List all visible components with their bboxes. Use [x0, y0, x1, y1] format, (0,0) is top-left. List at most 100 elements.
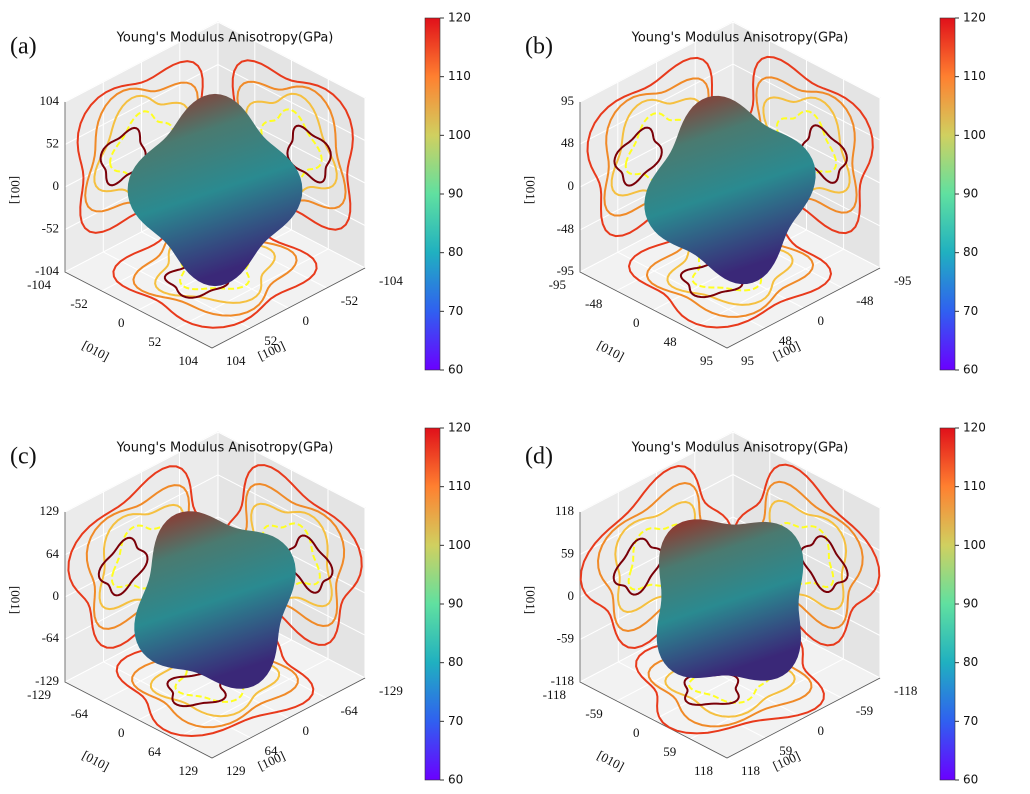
z-tick-label: -104 [35, 263, 59, 278]
colorbar-tick-label: 100 [963, 538, 986, 552]
z-tick-label: -64 [42, 630, 60, 645]
x-tick-label: -52 [341, 293, 358, 308]
z-tick-label: 0 [568, 588, 575, 603]
y-tick-label: 0 [633, 725, 640, 740]
colorbar-tick-label: 110 [963, 69, 986, 83]
y-axis-label: [010] [80, 747, 112, 773]
chart-title: Young's Modulus Anisotropy(GPa) [116, 441, 334, 456]
grid-line [64, 431, 366, 513]
surface [127, 93, 303, 287]
colorbar-tick-label: 60 [963, 363, 978, 377]
panel: -118 -59 0 59 118 -118 -59 0 59 118 -118 -59 0 59 118 [… [523, 421, 986, 787]
colorbar-tick-label: 110 [448, 69, 471, 83]
colorbar-tick-label: 80 [448, 245, 463, 259]
surface [656, 519, 804, 681]
chart-title: Young's Modulus Anisotropy(GPa) [631, 31, 849, 46]
y-tick-label: -129 [27, 687, 51, 702]
colorbar-tick-label: 120 [448, 11, 471, 25]
z-tick-label: 104 [40, 93, 60, 108]
z-tick-label: 64 [46, 546, 60, 561]
colorbar-tick-label: 60 [448, 773, 463, 787]
colorbar-tick-label: 120 [963, 11, 986, 25]
y-tick-label: -64 [71, 706, 89, 721]
z-tick-label: 0 [53, 178, 60, 193]
contour [115, 622, 315, 738]
grid-line [579, 473, 881, 555]
z-tick-label: 118 [555, 503, 574, 518]
colorbar-tick-label: 80 [963, 245, 978, 259]
colorbar-tick-label: 90 [963, 597, 978, 611]
contour [97, 536, 149, 597]
z-axis-label: [001] [523, 586, 538, 614]
colorbar-tick-label: 90 [448, 187, 463, 201]
colorbar [424, 427, 441, 781]
z-tick-label: 0 [568, 178, 575, 193]
x-tick-label: -118 [894, 683, 917, 698]
y-tick-label: -59 [585, 706, 602, 721]
colorbar-tick-label: 60 [963, 773, 978, 787]
colorbar-tick-label: 80 [963, 655, 978, 669]
panel-label: (b) [525, 34, 553, 60]
z-tick-label: 52 [46, 135, 59, 150]
contour [99, 126, 147, 187]
panel: -95 -48 0 48 95 -95 -48 0 48 95 -95 -48 0 48 95 [100] [0… [523, 11, 986, 377]
contour [613, 126, 663, 187]
contour [179, 249, 251, 291]
colorbar-tick-label: 90 [963, 187, 978, 201]
y-tick-label: 0 [633, 315, 640, 330]
colorbar-tick-label: 110 [963, 479, 986, 493]
contour [260, 108, 323, 182]
z-axis-label: [001] [8, 176, 23, 204]
y-tick-label: 64 [148, 744, 162, 759]
x-axis-label: [100] [255, 748, 287, 774]
colorbar [424, 17, 441, 371]
axis-edge [579, 102, 881, 349]
x-tick-label: 118 [741, 763, 760, 778]
colorbar-tick-label: 60 [448, 363, 463, 377]
grid-line [64, 516, 366, 598]
x-tick-label: 129 [226, 763, 246, 778]
y-axis-label: [010] [595, 337, 627, 363]
contour [627, 211, 833, 329]
panel-label: (d) [525, 444, 553, 470]
contour [683, 673, 740, 706]
axis-edge [64, 102, 366, 349]
surface [644, 95, 816, 285]
x-tick-label: 0 [303, 723, 310, 738]
x-axis-label: [100] [770, 748, 802, 774]
y-tick-label: -52 [70, 296, 87, 311]
z-tick-label: -52 [42, 220, 59, 235]
contour [755, 76, 858, 214]
contour [112, 211, 318, 329]
z-tick-label: 95 [561, 93, 574, 108]
contour [579, 464, 734, 650]
z-axis-label: [001] [8, 586, 23, 614]
y-axis-label: [010] [595, 747, 627, 773]
colorbar-tick-label: 70 [963, 304, 978, 318]
y-axis-label: [010] [80, 337, 112, 363]
x-tick-label: -64 [340, 703, 358, 718]
contour [635, 625, 825, 735]
z-tick-label: -95 [557, 263, 574, 278]
grid-line [579, 63, 881, 145]
colorbar [939, 427, 956, 781]
panel-label: (c) [10, 444, 37, 470]
colorbar-tick-label: 100 [448, 538, 471, 552]
y-tick-label: -104 [27, 277, 51, 292]
colorbar-tick-label: 100 [963, 128, 986, 142]
grid-line [579, 21, 881, 103]
colorbar-tick-label: 70 [963, 714, 978, 728]
panel: -104 -52 0 52 104 -104 -52 0 52 104 -104 -52 0 52 104 [… [8, 11, 471, 377]
z-tick-label: 0 [53, 588, 60, 603]
panel: -129 -64 0 64 129 -129 -64 0 64 129 -129 -64 0 64 129 [… [8, 421, 471, 787]
z-tick-label: 48 [561, 135, 574, 150]
axis-edge [579, 512, 881, 759]
x-tick-label: -48 [856, 293, 873, 308]
z-tick-label: -48 [557, 221, 574, 236]
x-tick-label: 0 [303, 313, 310, 328]
colorbar-tick-label: 70 [448, 714, 463, 728]
y-tick-label: -48 [585, 296, 602, 311]
contour [691, 248, 769, 292]
x-tick-label: 95 [741, 353, 754, 368]
